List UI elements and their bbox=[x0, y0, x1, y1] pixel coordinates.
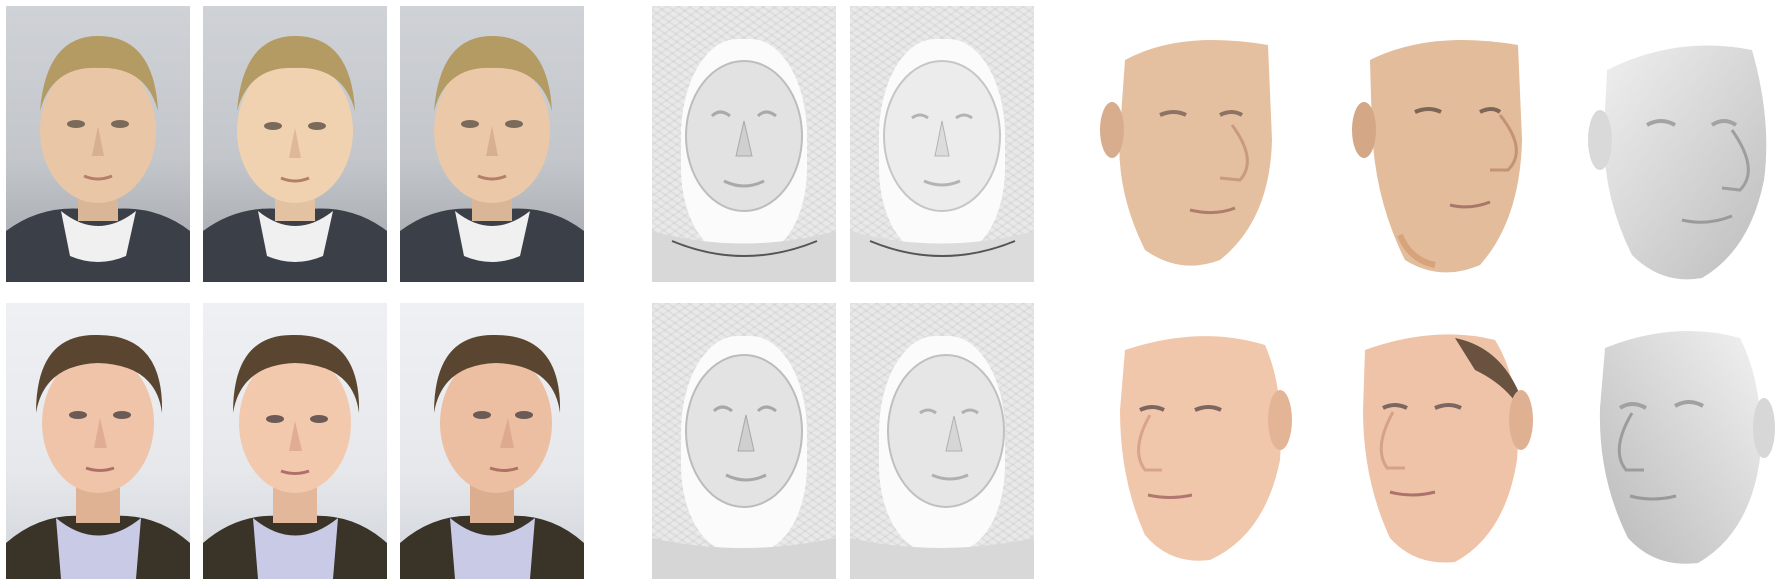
row1-photo-3 bbox=[400, 6, 584, 282]
row1-render-shape bbox=[1582, 30, 1772, 290]
row2-depth-raw bbox=[652, 303, 836, 579]
row1-depth-raw bbox=[652, 6, 836, 282]
row2-photo-3 bbox=[400, 303, 584, 579]
row1-render-textured-2 bbox=[1340, 20, 1540, 285]
row2-render-textured-2 bbox=[1345, 320, 1545, 580]
row1-depth-refined bbox=[850, 6, 1034, 282]
row1-photo-2 bbox=[203, 6, 387, 282]
row2-render-shape bbox=[1580, 318, 1775, 580]
row2-photo-2 bbox=[203, 303, 387, 579]
row1-photo-1 bbox=[6, 6, 190, 282]
row1-render-textured-1 bbox=[1090, 20, 1290, 280]
row2-depth-refined bbox=[850, 303, 1034, 579]
row2-photo-1 bbox=[6, 303, 190, 579]
row2-render-textured-1 bbox=[1100, 320, 1310, 580]
